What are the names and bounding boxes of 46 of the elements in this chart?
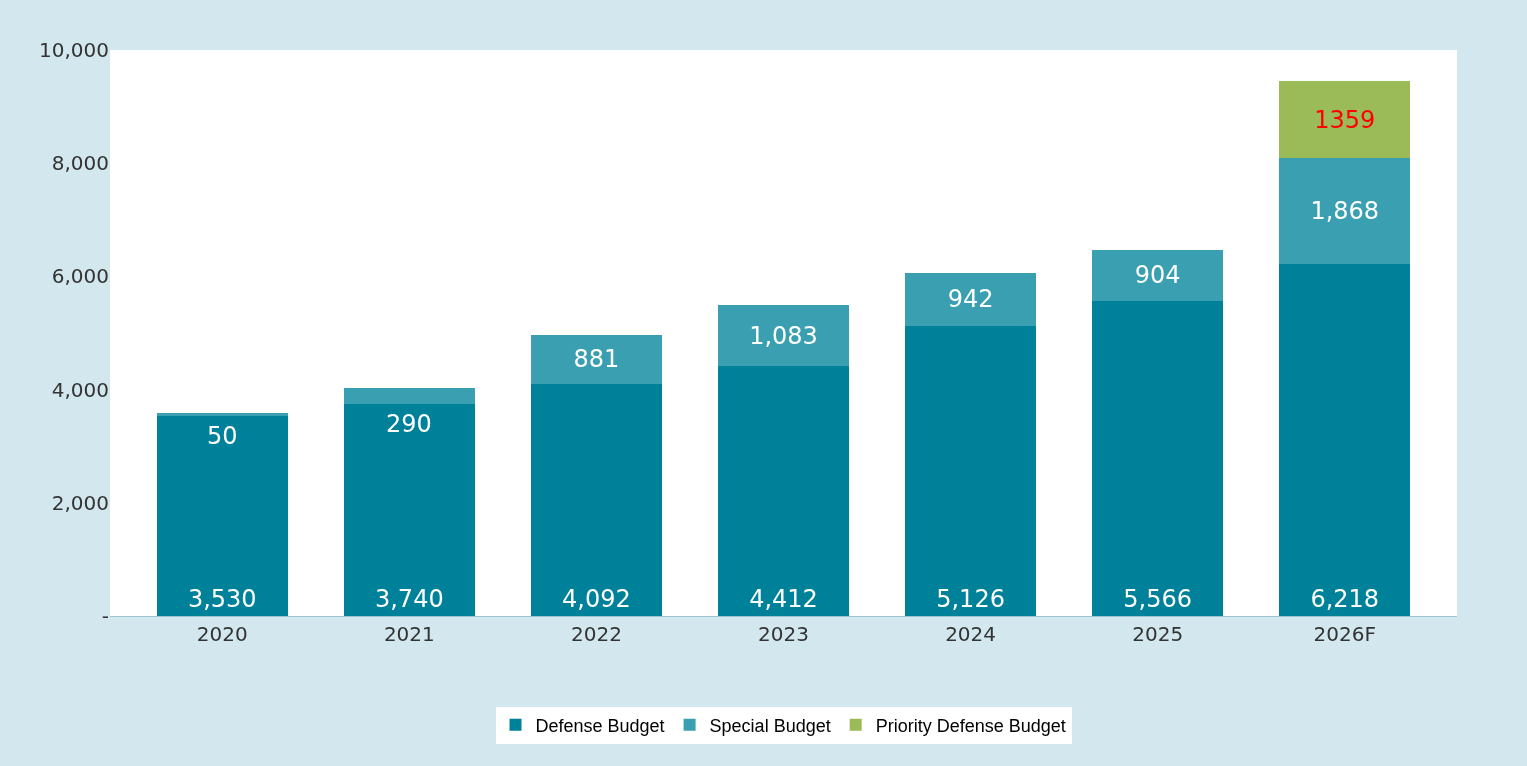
- data-label: 1,868: [1310, 197, 1380, 226]
- bar: [718, 304, 849, 367]
- bar: [156, 413, 288, 417]
- bar: [1279, 158, 1411, 265]
- x-tick-label: 2020: [196, 622, 248, 646]
- bar: [905, 272, 1037, 326]
- x-tick-label: 2026F: [1313, 622, 1376, 646]
- bar: [718, 366, 849, 616]
- data-label: 5,126: [936, 585, 1005, 613]
- bar: [343, 387, 475, 405]
- data-label: 4,412: [749, 585, 818, 613]
- legend-label: Special Budget: [709, 715, 831, 736]
- x-tick-label: 2022: [570, 622, 622, 646]
- data-label: 1,083: [749, 321, 818, 350]
- bar: [343, 404, 475, 616]
- x-tick-label: 2021: [383, 622, 435, 646]
- data-label: 6,218: [1310, 585, 1380, 613]
- x-tick-label: 2023: [758, 622, 809, 646]
- bar: [156, 416, 288, 616]
- y-tick-label: 4,000: [51, 377, 109, 402]
- bar: [905, 325, 1037, 616]
- legend-label: Defense Budget: [535, 715, 665, 736]
- bar: [1092, 249, 1224, 301]
- data-label: 881: [573, 345, 620, 374]
- legend-label: Priority Defense Budget: [875, 715, 1066, 736]
- data-label: 904: [1134, 261, 1181, 290]
- y-tick-label: 8,000: [51, 151, 109, 176]
- bar: [530, 384, 662, 616]
- y-tick-label: 2,000: [51, 490, 109, 515]
- data-label: 50: [207, 422, 238, 450]
- x-tick-label: 2025: [1132, 622, 1184, 646]
- bar: [1279, 264, 1411, 616]
- x-tick-label: 2024: [945, 622, 997, 646]
- data-label: 290: [386, 410, 432, 438]
- data-label: 3,740: [374, 585, 444, 613]
- y-tick-label: 10,000: [39, 38, 109, 62]
- y-tick-label: 6,000: [51, 264, 109, 289]
- data-label: 5,566: [1123, 585, 1193, 613]
- data-label: 3,530: [187, 585, 257, 613]
- y-tick-label: -: [101, 604, 109, 628]
- data-label: 4,092: [562, 585, 631, 613]
- bar: [1092, 300, 1224, 616]
- data-label: 1359: [1314, 105, 1376, 134]
- bar: [530, 334, 662, 385]
- bar: [1279, 81, 1411, 159]
- data-label: 942: [947, 285, 994, 314]
